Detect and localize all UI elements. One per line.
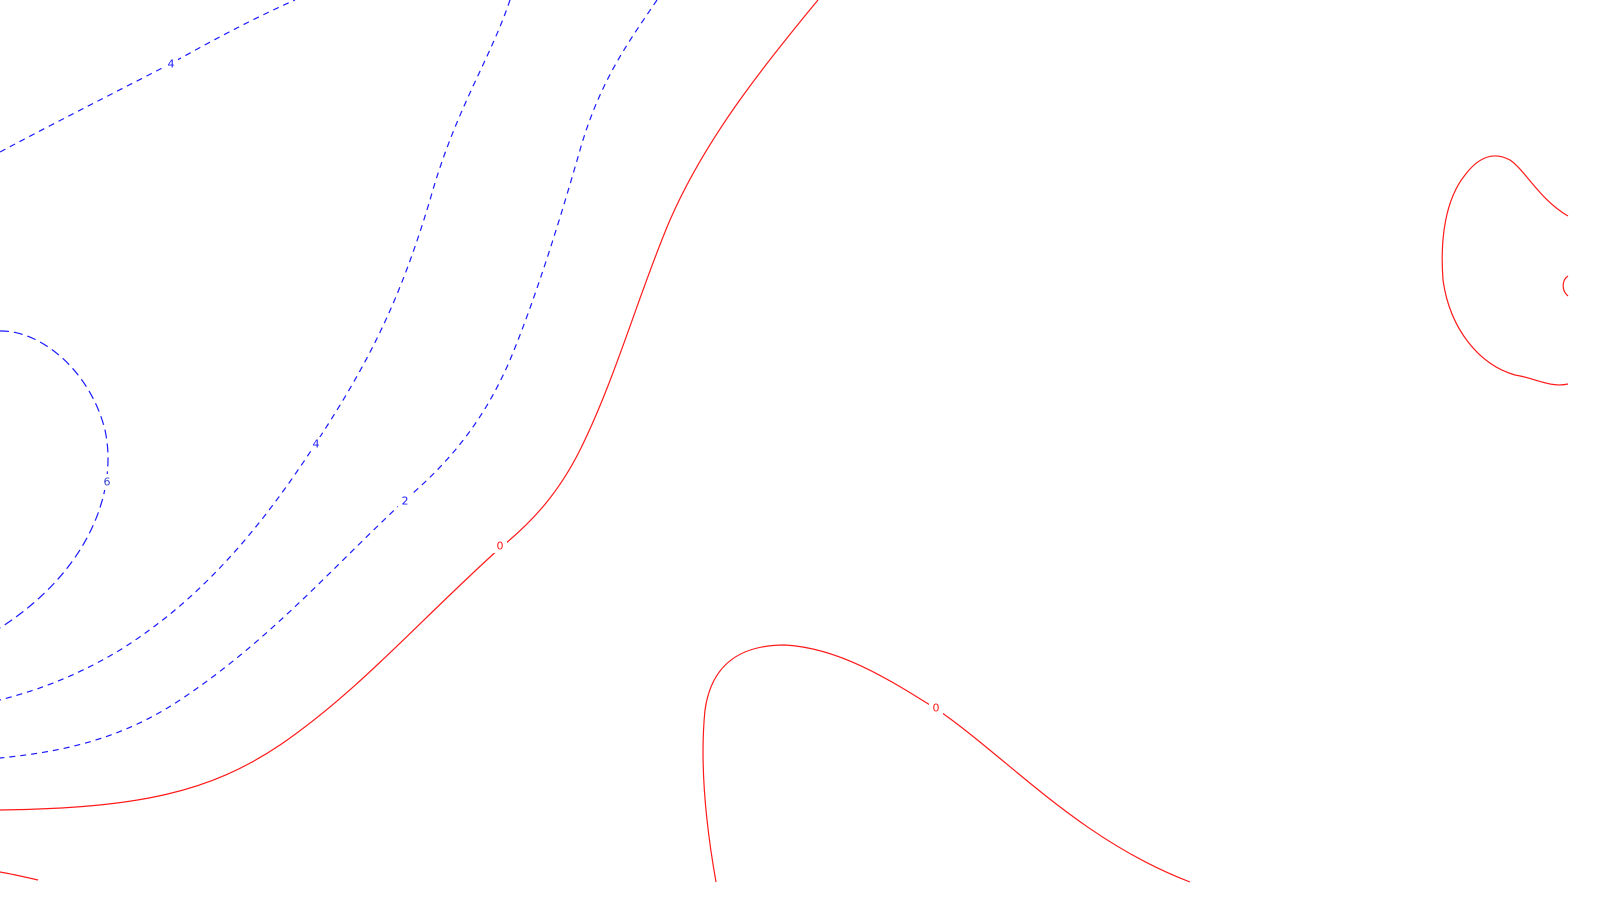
label-neg4-top: 4 <box>168 58 175 71</box>
label-neg4: 4 <box>313 438 320 451</box>
contour-zero-right <box>1441 155 1569 386</box>
label-zero-main: 0 <box>497 540 504 553</box>
label-zero-lower: 0 <box>933 702 940 715</box>
contour-labels: 4 6 4 2 0 0 <box>100 57 943 715</box>
contour-zero-corner <box>0 871 39 881</box>
contour-zero-lower <box>702 644 1191 883</box>
label-neg6: 6 <box>104 476 111 489</box>
contour-zero-main <box>0 0 819 811</box>
label-neg2: 2 <box>402 495 409 508</box>
contour-neg4-top <box>0 0 296 153</box>
contour-neg4 <box>0 0 511 701</box>
contour-neg6 <box>0 330 109 629</box>
contour-zero-edge-right <box>1562 275 1569 297</box>
contour-neg2 <box>0 0 658 759</box>
